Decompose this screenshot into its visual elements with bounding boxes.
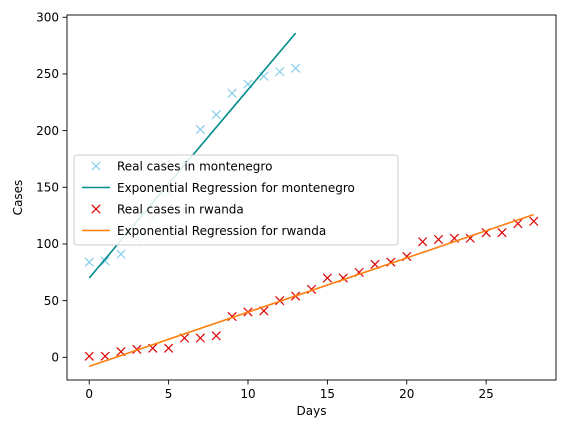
legend-swatch-2-stroke-b: [91, 204, 101, 214]
data-point-2-5-stroke-b: [163, 343, 174, 353]
data-point-2-1: [100, 351, 110, 361]
data-point-0-1-stroke-b: [100, 256, 110, 266]
series-line-3: [88, 213, 535, 368]
data-point-2-5: [163, 343, 174, 353]
data-point-0-2: [116, 249, 126, 259]
data-point-2-0: [84, 351, 94, 361]
data-point-0-10-stroke-b: [243, 79, 253, 89]
legend-item-0: Real cases in montenegro: [91, 159, 272, 173]
data-point-0-13-stroke-b: [290, 63, 301, 73]
data-point-0-7: [195, 124, 205, 135]
x-tick-label-3: 15: [320, 387, 335, 401]
data-point-2-26: [497, 228, 507, 238]
data-point-2-28-stroke-b: [529, 216, 539, 226]
data-point-2-1-stroke-b: [100, 351, 110, 361]
y-axis-label: Cases: [11, 180, 25, 216]
y-tick-label-2: 100: [36, 237, 59, 251]
data-point-2-27-stroke-b: [513, 218, 523, 229]
data-point-2-2-stroke-b: [116, 347, 126, 357]
legend-label-3: Exponential Regression for rwanda: [117, 224, 326, 238]
y-tick-label-5: 250: [36, 67, 59, 81]
data-point-0-9-stroke-b: [227, 88, 237, 98]
y-tick-label-1: 50: [44, 294, 59, 308]
axes-frame: [66, 14, 557, 381]
data-point-2-7-stroke-b: [195, 333, 205, 343]
data-point-0-11-stroke-b: [259, 71, 269, 81]
data-point-0-2-stroke-b: [116, 249, 126, 259]
legend-swatch-0: [91, 161, 101, 171]
data-point-0-0: [84, 257, 94, 267]
legend-label-1: Exponential Regression for montenegro: [117, 181, 355, 195]
y-tick-label-6: 300: [36, 10, 59, 24]
data-point-0-13: [290, 63, 301, 73]
data-point-0-12: [275, 67, 285, 77]
legend-item-2: Real cases in rwanda: [91, 202, 244, 216]
legend-item-3: Exponential Regression for rwanda: [82, 224, 326, 238]
legend-swatch-2: [91, 204, 101, 214]
x-tick-label-1: 5: [165, 387, 173, 401]
data-point-0-7-stroke-b: [195, 124, 205, 135]
data-point-2-8-stroke-b: [211, 331, 221, 341]
data-point-2-23-stroke-b: [449, 233, 460, 243]
data-point-0-9: [227, 88, 237, 98]
x-tick-label-5: 25: [479, 387, 494, 401]
data-point-2-11-stroke-b: [259, 306, 269, 316]
data-point-2-18-stroke-b: [370, 259, 380, 270]
data-point-0-1: [100, 256, 110, 266]
data-point-2-7: [195, 333, 205, 343]
data-point-0-12-stroke-b: [275, 67, 285, 77]
data-point-2-22-stroke-b: [433, 234, 444, 245]
x-axis-label: Days: [297, 404, 327, 418]
data-point-0-8: [211, 110, 221, 120]
legend-label-2: Real cases in rwanda: [117, 202, 244, 216]
data-point-2-28: [529, 216, 539, 226]
x-tick-label-4: 20: [399, 387, 414, 401]
y-tick-label-0: 0: [51, 351, 59, 365]
data-point-2-6-stroke-b: [179, 333, 190, 343]
data-point-2-15: [322, 273, 333, 283]
x-tick-label-0: 0: [85, 387, 93, 401]
data-point-2-26-stroke-b: [497, 228, 507, 238]
legend-item-1: Exponential Regression for montenegro: [82, 181, 355, 195]
data-point-2-8: [211, 331, 221, 341]
data-point-2-22: [433, 234, 444, 245]
y-tick-label-4: 200: [36, 124, 59, 138]
x-tick-label-2: 10: [240, 387, 255, 401]
data-point-2-21-stroke-b: [418, 237, 428, 247]
legend-label-0: Real cases in montenegro: [117, 159, 272, 173]
data-point-0-0-stroke-b: [84, 257, 94, 267]
y-tick-label-3: 150: [36, 180, 59, 194]
legend-box: [73, 154, 399, 246]
data-point-2-15-stroke-b: [322, 273, 333, 283]
legend-swatch-0-stroke-b: [91, 161, 101, 171]
data-point-2-0-stroke-b: [84, 351, 94, 361]
data-point-2-4-stroke-b: [148, 343, 158, 353]
data-point-0-8-stroke-b: [211, 110, 221, 120]
data-point-2-21: [418, 237, 428, 247]
